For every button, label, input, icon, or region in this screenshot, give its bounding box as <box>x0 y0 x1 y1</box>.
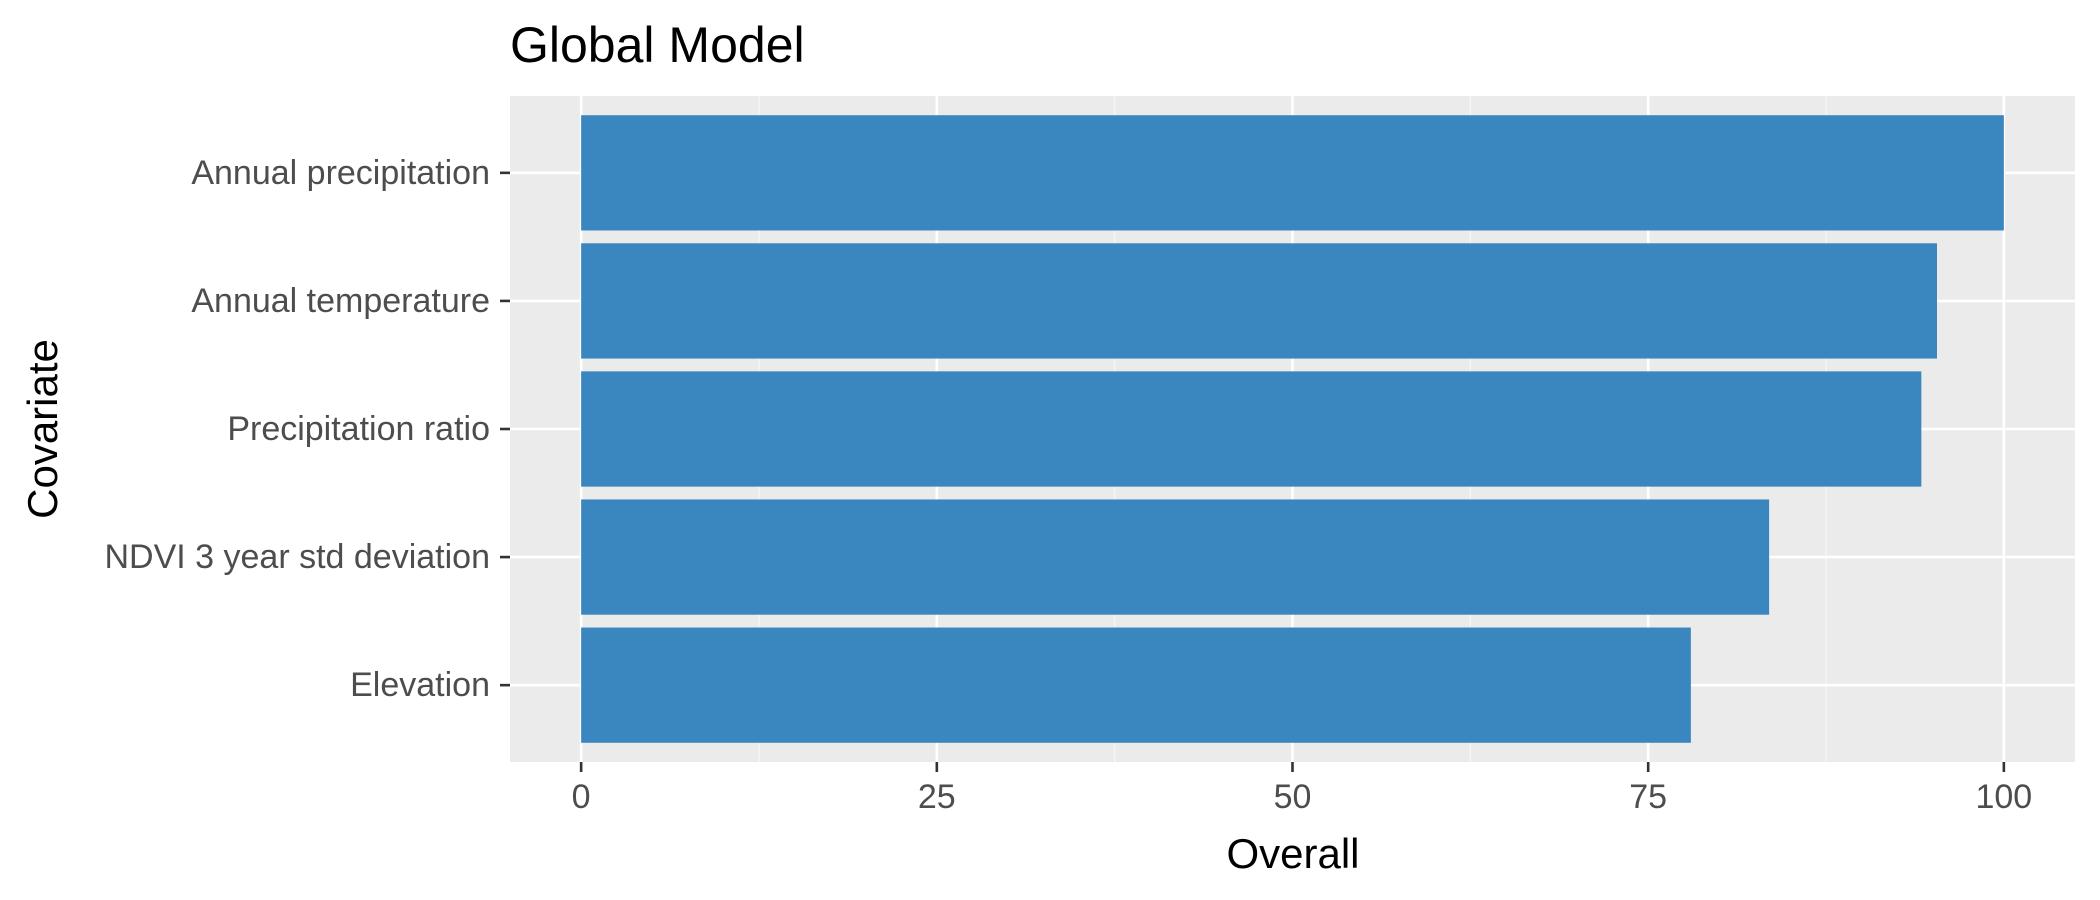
bar <box>581 627 1691 743</box>
y-tick-label: NDVI 3 year std deviation <box>104 538 490 576</box>
x-axis-title: Overall <box>1226 830 1359 877</box>
x-tick-label: 25 <box>918 778 956 816</box>
bar <box>581 243 1937 359</box>
bar <box>581 115 2004 231</box>
y-axis-title: Covariate <box>19 339 66 519</box>
y-axis: Annual precipitation Annual temperature Pr… <box>104 154 510 704</box>
x-tick-label: 100 <box>1975 778 2032 816</box>
chart-title: Global Model <box>510 17 805 73</box>
x-axis: 0 25 50 75 100 <box>572 762 2032 816</box>
y-tick-label: Annual precipitation <box>191 154 490 192</box>
y-tick-label: Precipitation ratio <box>227 410 490 448</box>
y-tick-label: Annual temperature <box>191 282 490 320</box>
x-tick-label: 75 <box>1629 778 1667 816</box>
y-tick-label: Elevation <box>350 666 490 704</box>
bars <box>581 115 2004 743</box>
x-tick-label: 0 <box>572 778 591 816</box>
bar <box>581 499 1770 615</box>
x-tick-label: 50 <box>1274 778 1312 816</box>
bar <box>581 371 1922 487</box>
